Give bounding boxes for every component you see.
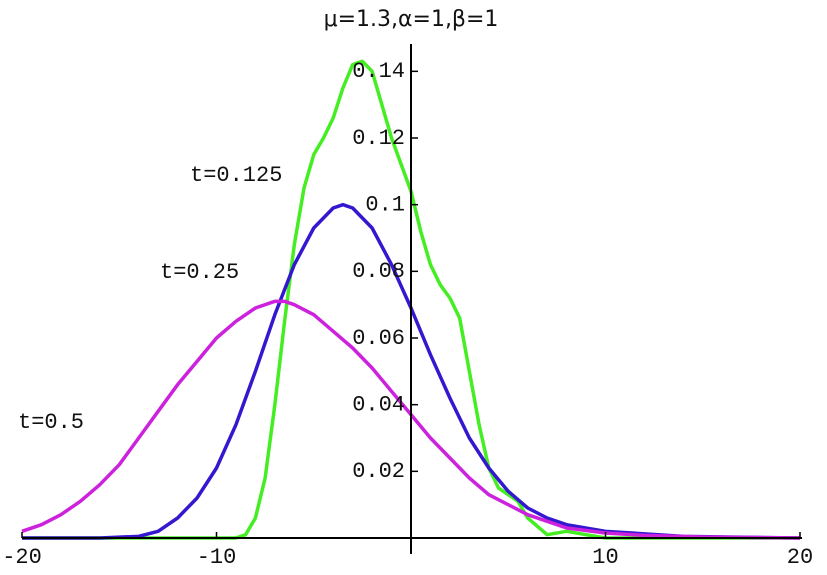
- y-tick-label: 0.08: [352, 259, 405, 284]
- y-tick-label: 0.12: [352, 126, 405, 151]
- x-tick-label: -20: [2, 545, 42, 570]
- y-tick-label: 0.1: [365, 192, 405, 217]
- x-tick-label: 20: [787, 545, 813, 570]
- line-series: [21, 299, 801, 540]
- series-label: t=0.5: [18, 410, 84, 435]
- y-tick-label: 0.14: [352, 59, 405, 84]
- line-series: [22, 202, 801, 540]
- x-tick-label: 10: [592, 545, 618, 570]
- chart-title: μ=1.3,α=1,β=1: [324, 7, 499, 32]
- y-tick-label: 0.04: [352, 392, 405, 417]
- y-tick-label: 0.02: [352, 459, 405, 484]
- x-tick-label: -10: [197, 545, 237, 570]
- y-tick-label: 0.06: [352, 326, 405, 351]
- series-label: t=0.125: [190, 163, 282, 188]
- series-label: t=0.25: [160, 260, 239, 285]
- plot-area: -20 -10 10 20 0.02 0.04 0.06 0.08 0.1 0.12 0.14 t=0…: [2, 44, 813, 570]
